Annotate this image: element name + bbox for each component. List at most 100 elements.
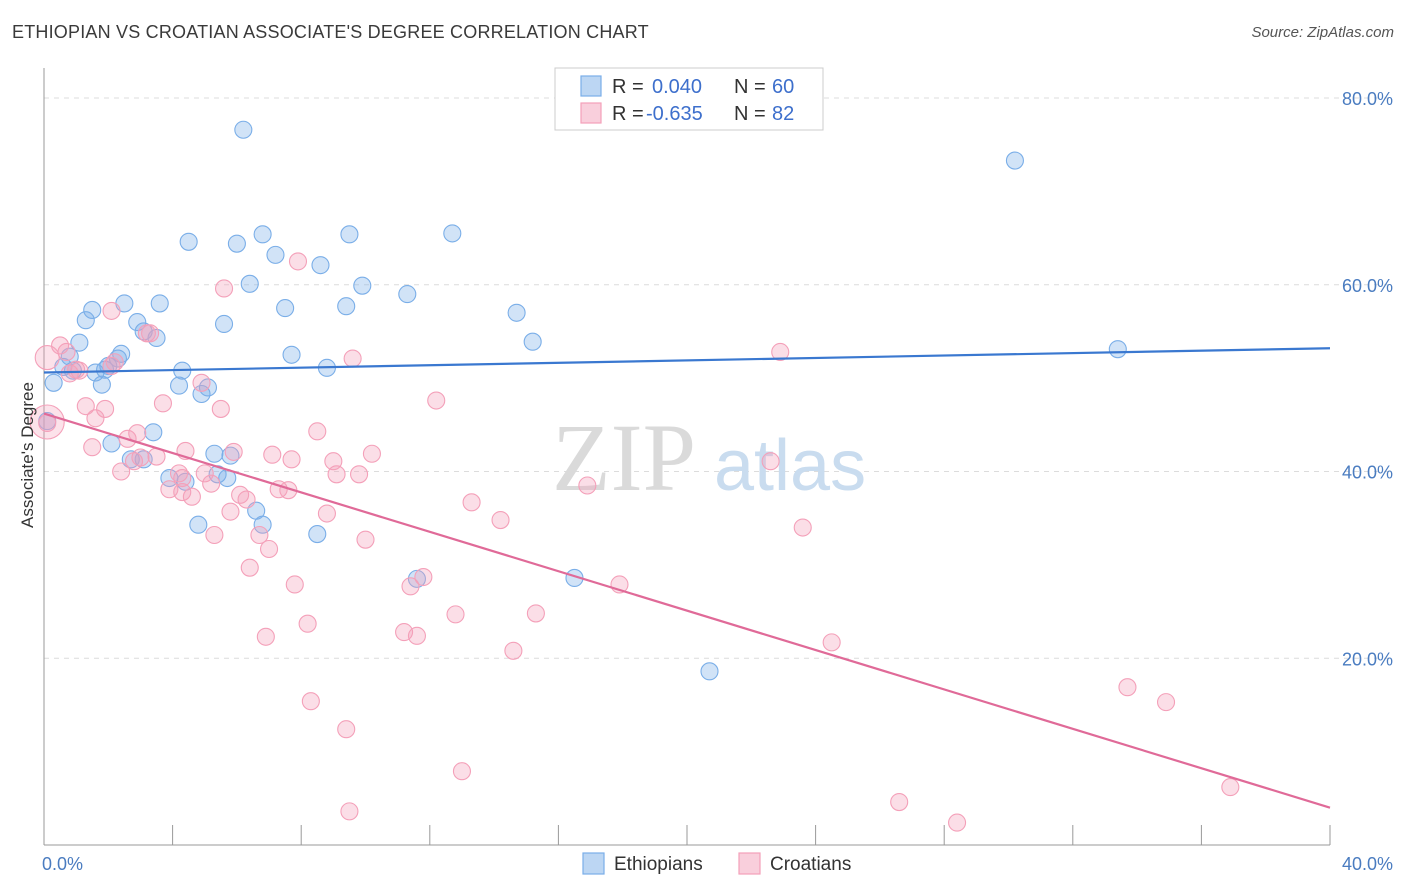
y-axis-label: Associate's Degree bbox=[18, 382, 37, 528]
stats-n-value-ethiopians: 60 bbox=[772, 76, 794, 98]
data-point-ethiopians bbox=[700, 662, 719, 681]
data-point-croatians bbox=[1118, 678, 1137, 697]
data-point-croatians bbox=[298, 614, 317, 633]
legend-swatch-croatians bbox=[738, 852, 761, 875]
data-point-ethiopians bbox=[240, 274, 259, 293]
data-point-ethiopians bbox=[507, 303, 526, 322]
data-point-croatians bbox=[96, 399, 115, 418]
data-point-croatians bbox=[240, 558, 259, 577]
data-point-croatians bbox=[192, 373, 211, 392]
data-point-ethiopians bbox=[76, 311, 95, 330]
data-point-croatians bbox=[102, 301, 121, 320]
y-tick-label: 20.0% bbox=[1342, 649, 1393, 669]
data-point-ethiopians bbox=[253, 225, 272, 244]
data-point-ethiopians bbox=[179, 232, 198, 251]
data-point-ethiopians bbox=[253, 515, 272, 534]
y-tick-label: 60.0% bbox=[1342, 276, 1393, 296]
data-point-croatians bbox=[214, 279, 234, 298]
data-point-croatians bbox=[317, 504, 336, 523]
data-point-ethiopians bbox=[340, 225, 359, 244]
data-point-ethiopians bbox=[214, 314, 234, 334]
data-point-croatians bbox=[401, 577, 420, 596]
legend-label-ethiopians: Ethiopians bbox=[614, 854, 703, 875]
data-point-croatians bbox=[362, 444, 381, 463]
data-point-croatians bbox=[822, 633, 841, 652]
stats-r-value-croatians: -0.635 bbox=[646, 103, 703, 125]
data-point-ethiopians bbox=[276, 299, 295, 318]
stats-legend-swatch-croatians bbox=[580, 102, 602, 124]
stats-n-value-croatians: 82 bbox=[772, 103, 794, 125]
series-legend: Ethiopians Croatians bbox=[582, 852, 851, 875]
data-point-croatians bbox=[202, 474, 221, 493]
data-point-croatians bbox=[491, 511, 510, 530]
data-point-ethiopians bbox=[282, 345, 301, 364]
data-point-croatians bbox=[340, 802, 359, 821]
data-point-croatians bbox=[57, 342, 76, 362]
data-point-croatians bbox=[350, 465, 369, 484]
trend-line-ethiopians bbox=[43, 347, 1331, 374]
trend-lines bbox=[43, 347, 1331, 809]
stats-legend: R = 0.040 N = 60 R = -0.635 N = 82 bbox=[554, 67, 824, 131]
data-point-croatians bbox=[29, 404, 65, 440]
chart-title: ETHIOPIAN VS CROATIAN ASSOCIATE'S DEGREE… bbox=[12, 22, 649, 42]
data-point-croatians bbox=[462, 493, 481, 512]
data-point-croatians bbox=[263, 445, 282, 464]
data-point-croatians bbox=[259, 539, 279, 559]
data-point-croatians bbox=[83, 438, 102, 457]
x-tick-label: 0.0% bbox=[42, 854, 83, 874]
tick-labels: 20.0% 40.0% 60.0% 80.0% 0.0% 40.0% bbox=[42, 89, 1393, 874]
data-point-ethiopians bbox=[353, 276, 372, 295]
data-point-croatians bbox=[76, 397, 95, 416]
data-point-croatians bbox=[337, 720, 356, 739]
data-point-ethiopians bbox=[443, 224, 462, 243]
data-points bbox=[29, 120, 1240, 832]
data-point-ethiopians bbox=[311, 256, 330, 275]
data-point-croatians bbox=[34, 345, 60, 371]
data-point-ethiopians bbox=[70, 333, 89, 352]
data-point-croatians bbox=[137, 324, 156, 343]
stats-n-label-ethiopians: N = bbox=[734, 76, 766, 98]
data-point-ethiopians bbox=[83, 300, 102, 320]
data-point-ethiopians bbox=[308, 525, 327, 544]
legend-swatch-ethiopians bbox=[582, 852, 605, 875]
data-point-ethiopians bbox=[266, 245, 285, 264]
data-point-croatians bbox=[221, 502, 240, 521]
data-point-croatians bbox=[301, 692, 320, 711]
data-point-croatians bbox=[288, 252, 308, 271]
data-point-croatians bbox=[427, 391, 446, 410]
data-point-croatians bbox=[173, 482, 192, 502]
stats-legend-swatch-ethiopians bbox=[580, 75, 602, 97]
data-point-croatians bbox=[771, 342, 790, 362]
data-point-croatians bbox=[452, 762, 472, 781]
data-point-croatians bbox=[231, 485, 250, 504]
watermark: ZIP atlas bbox=[552, 404, 866, 511]
data-point-ethiopians bbox=[147, 328, 166, 348]
data-point-ethiopians bbox=[198, 378, 218, 397]
data-point-croatians bbox=[173, 468, 192, 488]
axes bbox=[43, 68, 1331, 846]
stats-n-label-croatians: N = bbox=[734, 103, 766, 125]
data-point-croatians bbox=[195, 464, 214, 483]
data-point-croatians bbox=[446, 605, 465, 624]
data-point-ethiopians bbox=[1005, 151, 1024, 170]
data-point-ethiopians bbox=[227, 234, 246, 253]
y-tick-label: 40.0% bbox=[1342, 463, 1393, 483]
watermark-atlas: atlas bbox=[714, 426, 866, 506]
data-point-croatians bbox=[308, 422, 327, 441]
data-point-croatians bbox=[205, 525, 224, 545]
data-point-croatians bbox=[327, 465, 346, 484]
data-point-ethiopians bbox=[407, 569, 426, 588]
data-point-croatians bbox=[356, 530, 375, 549]
data-point-croatians bbox=[526, 604, 545, 623]
data-point-croatians bbox=[211, 399, 230, 418]
data-point-ethiopians bbox=[189, 515, 208, 534]
x-tick-label: 40.0% bbox=[1342, 854, 1393, 874]
data-point-ethiopians bbox=[523, 332, 542, 351]
data-point-ethiopians bbox=[234, 120, 253, 139]
data-point-ethiopians bbox=[169, 376, 189, 395]
data-point-croatians bbox=[343, 349, 362, 368]
data-point-croatians bbox=[131, 448, 150, 467]
data-point-ethiopians bbox=[337, 297, 356, 316]
trend-line-croatians bbox=[43, 412, 1331, 809]
